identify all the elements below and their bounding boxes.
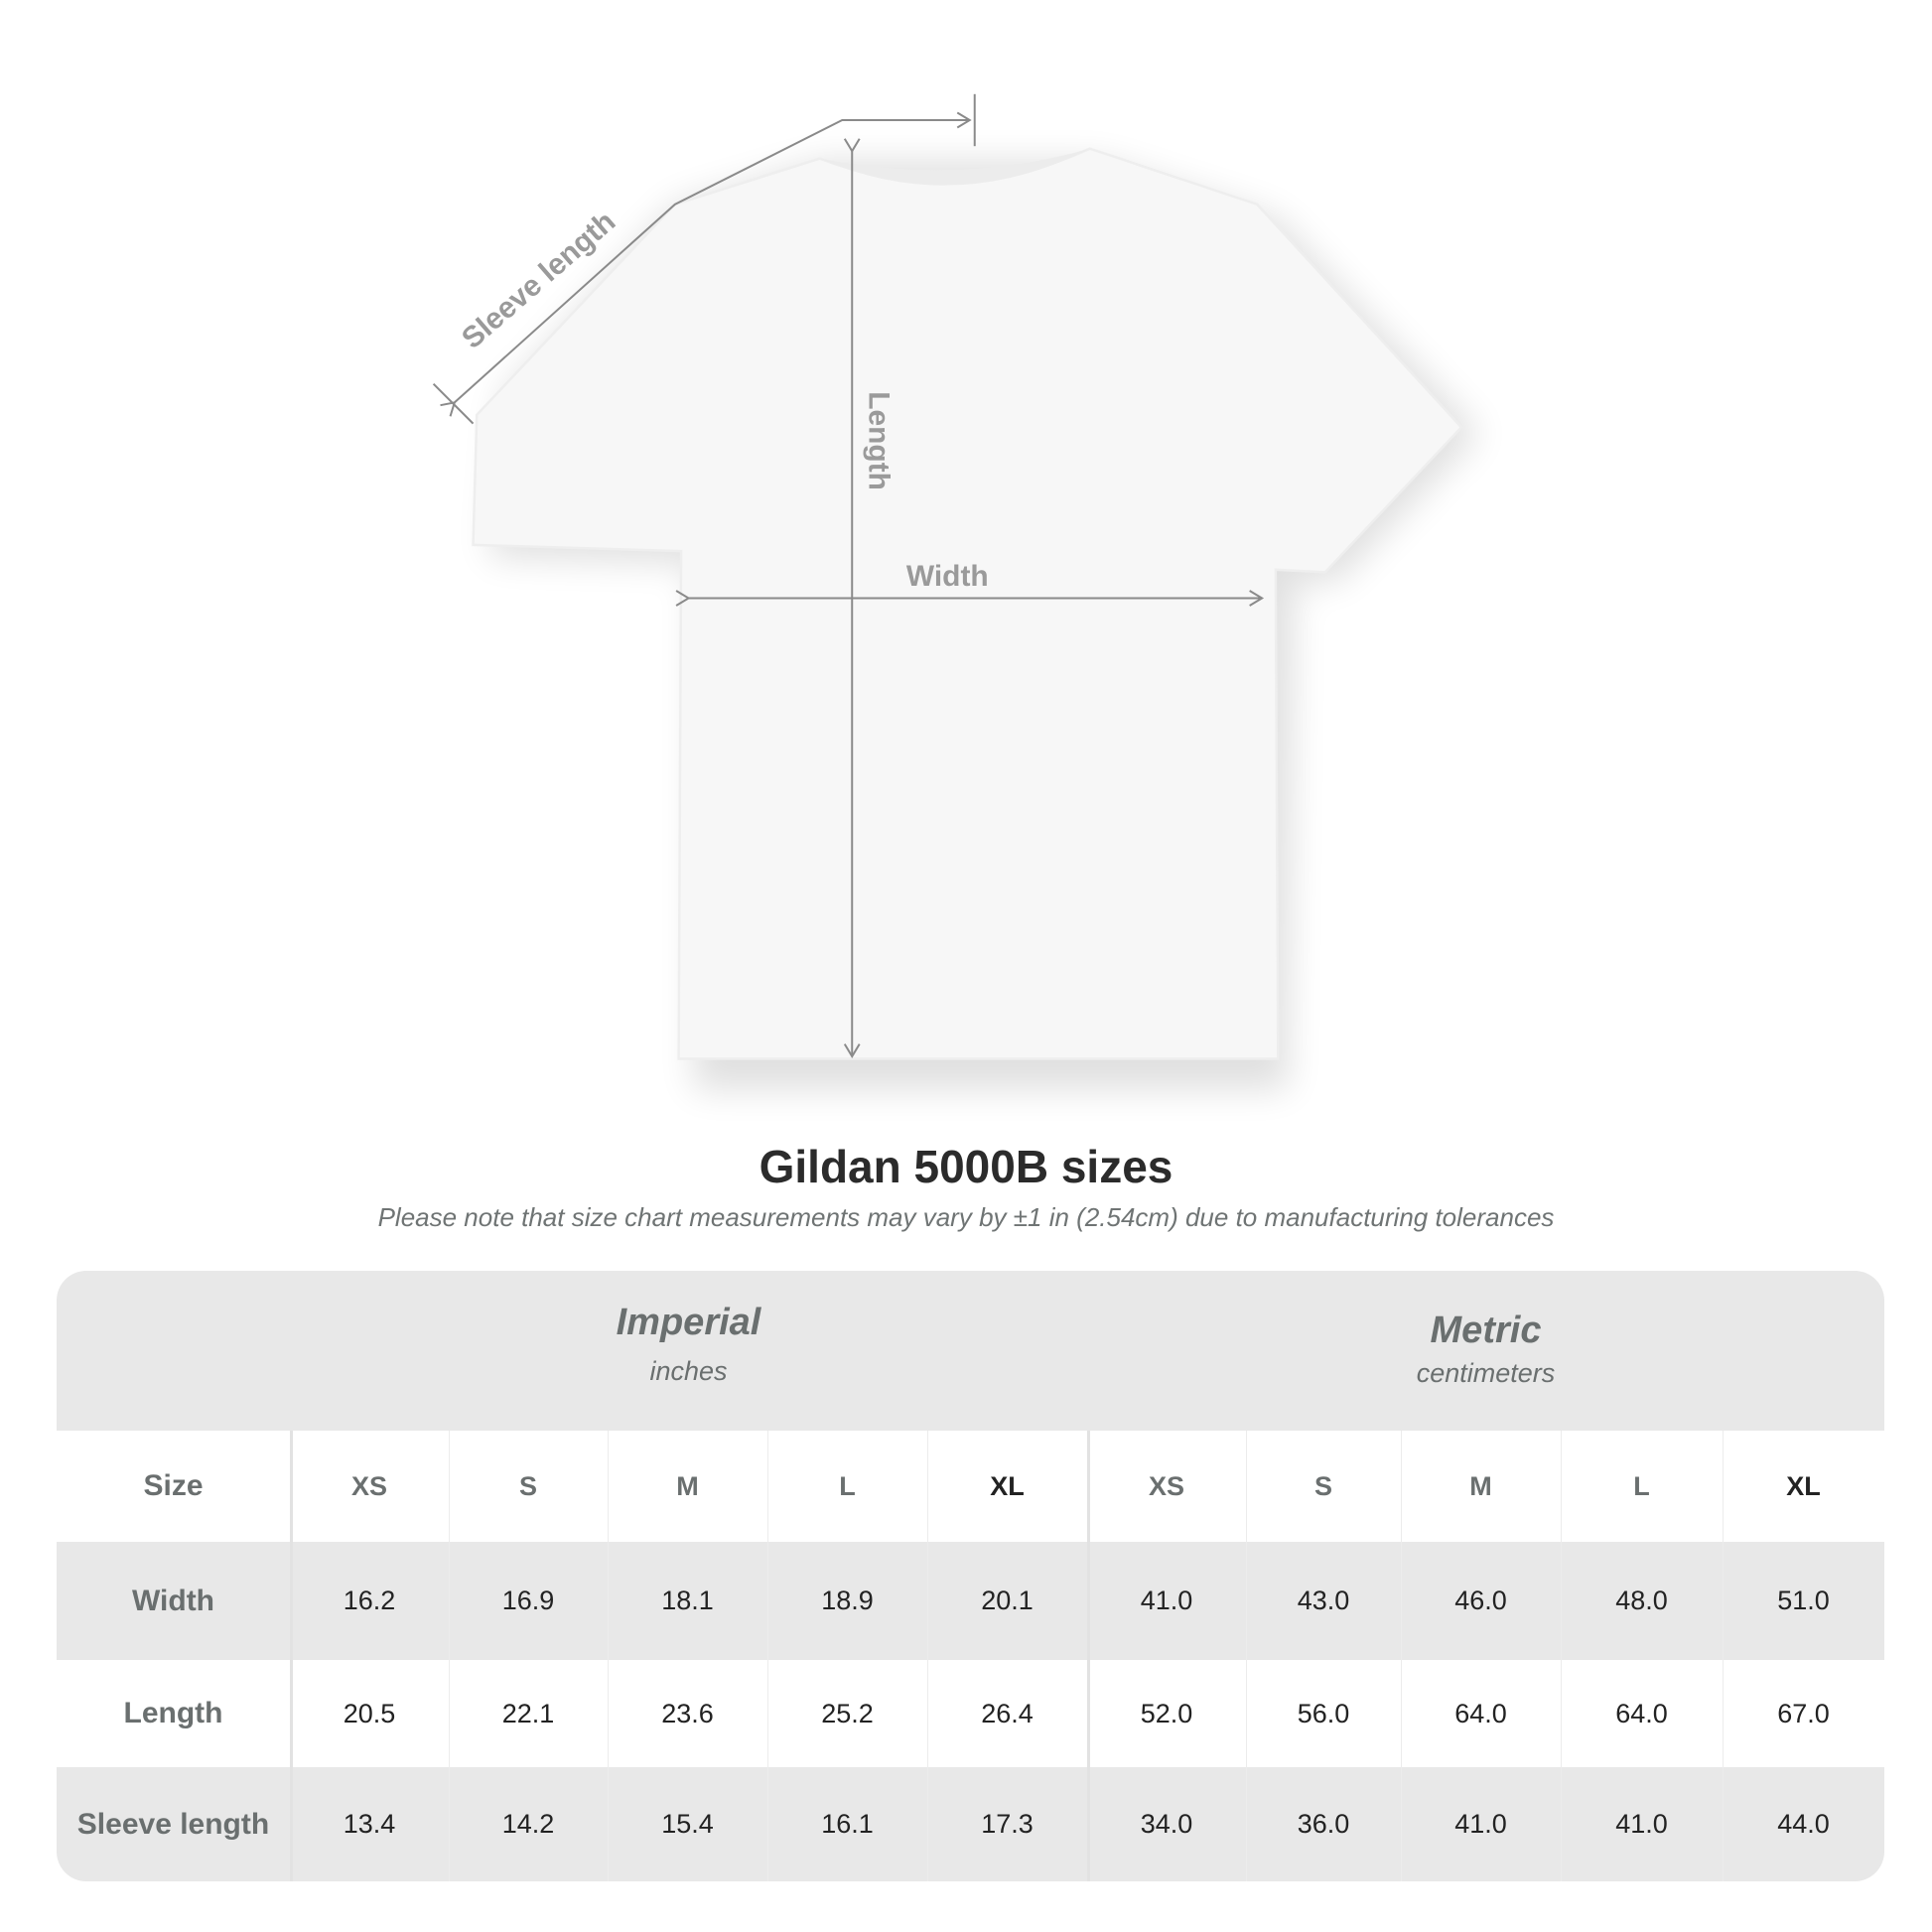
value-cell-imperial: 15.4 <box>661 1809 714 1839</box>
metric-unit: centimeters <box>1416 1358 1556 1388</box>
value-cell-metric: 36.0 <box>1297 1809 1350 1839</box>
row-label: Sleeve length <box>76 1807 270 1841</box>
size-table: Imperial inches Metric centimeters Size X… <box>57 1271 1884 1881</box>
value-cell-imperial: 17.3 <box>981 1809 1034 1839</box>
column-divider <box>290 1431 293 1881</box>
value-cell-imperial: 18.1 <box>661 1586 714 1615</box>
value-cell-metric: 64.0 <box>1454 1698 1507 1728</box>
measure-arrows <box>432 93 1265 1059</box>
value-cell-imperial: 22.1 <box>501 1698 555 1728</box>
value-cell-metric: 44.0 <box>1777 1809 1830 1839</box>
value-cell-imperial: 18.9 <box>821 1586 874 1615</box>
value-cell-metric: 41.0 <box>1615 1809 1668 1839</box>
metric-header: Metric centimeters <box>1087 1310 1884 1389</box>
row-label: Size <box>143 1469 204 1502</box>
column-divider <box>927 1431 928 1881</box>
value-cell-metric: 41.0 <box>1140 1586 1193 1615</box>
imperial-title: Imperial <box>616 1302 761 1343</box>
column-divider <box>1401 1431 1402 1881</box>
value-cell-metric: 52.0 <box>1140 1698 1193 1728</box>
column-divider <box>1087 1431 1090 1881</box>
table-row: Width 16.2 16.9 18.1 18.9 20.1 41.0 43.0 46.0 48.… <box>57 1542 1884 1660</box>
value-cell-metric: 43.0 <box>1297 1586 1350 1615</box>
column-divider <box>449 1431 450 1881</box>
size-row: Size XS S M L XL XS S M L XL <box>57 1431 1884 1542</box>
size-header-metric: M <box>1469 1470 1492 1501</box>
length-label: Length <box>863 391 896 490</box>
value-cell-imperial: 16.2 <box>343 1586 396 1615</box>
value-cell-metric: 48.0 <box>1615 1586 1668 1615</box>
size-header-imperial: XS <box>350 1470 388 1501</box>
table-row: Sleeve length 13.4 14.2 15.4 16.1 17.3 34.0 36.… <box>57 1767 1884 1881</box>
value-cell-imperial: 20.5 <box>343 1698 396 1728</box>
size-header-imperial: M <box>676 1470 699 1501</box>
column-divider <box>1246 1431 1247 1881</box>
column-divider <box>1561 1431 1562 1881</box>
value-cell-imperial: 26.4 <box>981 1698 1034 1728</box>
size-header-imperial: XL <box>990 1470 1025 1501</box>
imperial-header: Imperial inches <box>290 1302 1087 1387</box>
size-header-metric: L <box>1633 1470 1650 1501</box>
shirt-body <box>472 147 1463 1060</box>
value-cell-imperial: 23.6 <box>661 1698 714 1728</box>
sleeve-arrow <box>440 111 972 417</box>
value-cell-metric: 64.0 <box>1615 1698 1668 1728</box>
column-divider <box>608 1431 609 1881</box>
chart-title: Gildan 5000B sizes <box>759 1141 1173 1192</box>
value-cell-metric: 67.0 <box>1777 1698 1830 1728</box>
value-cell-imperial: 13.4 <box>343 1809 396 1839</box>
size-header-metric: XL <box>1786 1470 1821 1501</box>
chart-subtitle: Please note that size chart measurements… <box>377 1202 1555 1232</box>
width-label: Width <box>906 560 989 593</box>
column-divider <box>767 1431 768 1881</box>
metric-title: Metric <box>1430 1310 1542 1351</box>
size-header-metric: S <box>1313 1470 1332 1501</box>
row-label: Length <box>123 1697 223 1729</box>
value-cell-metric: 51.0 <box>1777 1586 1830 1615</box>
sleeve-tick-start <box>432 382 475 425</box>
value-cell-imperial: 25.2 <box>821 1698 874 1728</box>
value-cell-imperial: 20.1 <box>981 1586 1034 1615</box>
imperial-unit: inches <box>649 1356 728 1386</box>
column-divider <box>1723 1431 1724 1881</box>
value-cell-imperial: 14.2 <box>501 1809 555 1839</box>
size-header-imperial: S <box>518 1470 537 1501</box>
value-cell-metric: 46.0 <box>1454 1586 1507 1615</box>
size-header-imperial: L <box>839 1470 856 1501</box>
table-row: Length 20.5 22.1 23.6 25.2 26.4 52.0 56.0 64.0 64… <box>57 1660 1884 1767</box>
value-cell-imperial: 16.1 <box>821 1809 874 1839</box>
value-cell-metric: 41.0 <box>1454 1809 1507 1839</box>
value-cell-imperial: 16.9 <box>501 1586 555 1615</box>
table-header: Imperial inches Metric centimeters <box>57 1271 1884 1431</box>
value-cell-metric: 56.0 <box>1297 1698 1350 1728</box>
size-header-metric: XS <box>1148 1470 1185 1501</box>
value-cell-metric: 34.0 <box>1140 1809 1193 1839</box>
row-label: Width <box>131 1584 215 1617</box>
